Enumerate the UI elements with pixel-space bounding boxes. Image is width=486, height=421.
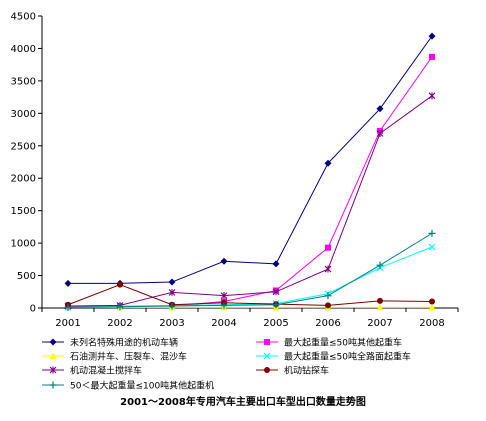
data-point (220, 301, 228, 309)
legend-label: 最大起重量≤50吨其他起重车 (284, 337, 402, 349)
series-group (64, 32, 436, 311)
y-tick-label: 2000 (11, 174, 36, 185)
legend-item: 最大起重量≤50吨其他起重车 (256, 337, 402, 349)
data-point (64, 279, 72, 287)
legend-label: 50＜最大起重量≤100吨其他起重机 (70, 380, 214, 392)
data-point (428, 92, 436, 100)
data-point (117, 281, 123, 288)
legend-label: 最大起重量≤50吨全路面起重车 (284, 351, 411, 363)
data-point (376, 129, 384, 137)
x-tick-label: 2006 (315, 318, 340, 329)
data-point (168, 278, 176, 286)
legend-item: 石油测井车、压裂车、混沙车 (42, 351, 187, 363)
legend-item: 机动钻探车 (256, 365, 329, 377)
chart-title: 2001～2008年专用汽车主要出口车型出口数量走势图 (120, 395, 366, 408)
data-point (272, 301, 280, 309)
legend-item: 50＜最大起重量≤100吨其他起重机 (42, 380, 214, 392)
y-tick-label: 500 (17, 271, 36, 282)
legend-marker (49, 381, 57, 389)
data-point (376, 303, 384, 311)
y-tick-label: 1500 (11, 206, 36, 217)
data-point (428, 303, 436, 311)
data-point (428, 243, 436, 251)
y-tick-label: 1000 (11, 239, 36, 250)
data-point (376, 105, 384, 113)
data-point (376, 261, 384, 269)
data-point (377, 297, 383, 304)
legend-marker (264, 367, 270, 373)
legend-label: 机动钻探车 (284, 365, 329, 377)
data-point (272, 288, 280, 296)
data-point (324, 292, 332, 300)
legend-marker (49, 352, 57, 359)
x-tick-label: 2007 (367, 318, 392, 329)
legend-item: 未列名特殊用途的机动车辆 (42, 337, 178, 349)
series-line (67, 246, 433, 308)
x-tick-label: 2004 (211, 318, 236, 329)
legend-item: 最大起重量≤50吨全路面起重车 (256, 351, 411, 363)
data-point (428, 32, 436, 40)
data-point (428, 229, 436, 237)
y-tick-label: 4000 (11, 44, 36, 55)
x-tick-label: 2002 (107, 318, 132, 329)
y-tick-label: 3500 (11, 76, 36, 87)
legend-label: 未列名特殊用途的机动车辆 (70, 337, 178, 349)
data-point (429, 53, 435, 60)
data-point (272, 260, 280, 268)
y-tick-label: 2500 (11, 141, 36, 152)
legend-marker (49, 366, 57, 374)
series-line (67, 95, 433, 307)
data-point (324, 159, 332, 167)
legend-item: 机动混凝土搅拌车 (42, 365, 142, 377)
legend-label: 机动混凝土搅拌车 (70, 365, 142, 377)
data-point (325, 244, 331, 251)
series-1 (64, 32, 436, 287)
x-tick-label: 2001 (55, 318, 80, 329)
series-line (68, 35, 433, 284)
data-point (220, 257, 228, 265)
data-point (168, 302, 176, 310)
x-tick-label: 2005 (263, 318, 288, 329)
data-point (64, 303, 72, 311)
data-point (116, 303, 124, 311)
series-line (67, 284, 433, 306)
x-tick-label: 2008 (419, 318, 444, 329)
y-tick-label: 3000 (11, 109, 36, 120)
data-point (168, 288, 176, 296)
axes: 0 500 1000 1500 2000 2500 3000 3500 4000 4500 2001… (11, 12, 459, 329)
data-point (220, 292, 228, 300)
data-point (325, 302, 331, 309)
series-line (67, 232, 433, 308)
legend-marker (263, 352, 271, 360)
series-7 (64, 229, 436, 311)
y-tick-label: 0 (30, 304, 36, 315)
x-tick-label: 2003 (159, 318, 184, 329)
legend-label: 石油测井车、压裂车、混沙车 (70, 351, 187, 363)
legend-marker (264, 339, 270, 345)
legend-marker (49, 338, 57, 346)
y-tick-label: 4500 (11, 12, 36, 23)
data-point (324, 265, 332, 273)
data-point (429, 298, 435, 305)
